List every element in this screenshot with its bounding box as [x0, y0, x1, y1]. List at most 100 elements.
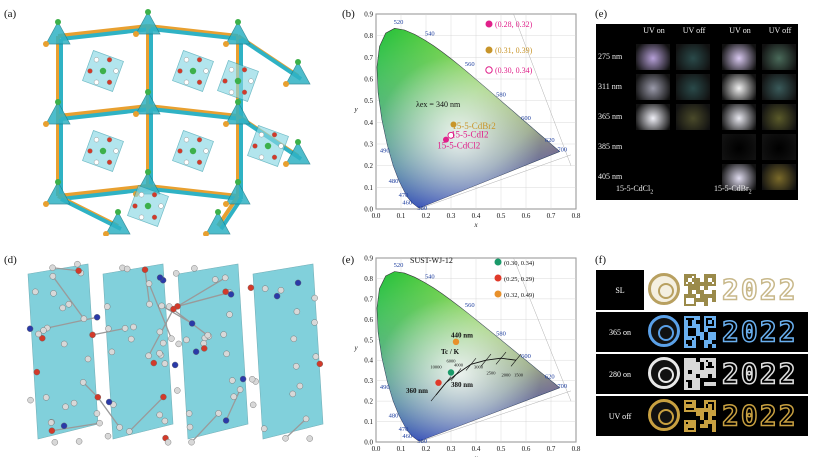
halide-atom [133, 31, 139, 37]
ligand-atom [138, 214, 145, 220]
halide-atom [283, 161, 289, 167]
atom [247, 284, 255, 291]
sample-photo [636, 74, 670, 100]
legend-marker [494, 274, 502, 282]
ligand-atom [248, 78, 254, 84]
ligand-atom [271, 132, 278, 138]
halide-atom [235, 19, 241, 25]
atom [27, 396, 34, 404]
y-tick-label: 0.8 [364, 275, 373, 283]
legend-label: (0.28, 0.32) [495, 20, 533, 29]
atom [80, 315, 88, 322]
molecule-bond [52, 267, 79, 272]
halide-atom [283, 81, 289, 87]
tetrahedron [135, 91, 161, 115]
panel-label-d: (d) [4, 254, 17, 266]
atom [174, 387, 181, 394]
atom [296, 382, 304, 390]
halide-atom [145, 89, 151, 95]
halide-atom [215, 209, 221, 215]
tetrahedron [225, 21, 251, 45]
atom [70, 399, 78, 407]
atom [105, 398, 113, 406]
y-tick-label: 0.6 [364, 316, 373, 324]
central-atom [99, 147, 107, 155]
atom [191, 265, 198, 272]
annotation-label: 360 nm [406, 387, 428, 395]
photo-grid-panel: UV on UV off UV on UV off 275 nm 311 nm 365 nm… [596, 24, 798, 200]
ligand-atom [183, 57, 190, 63]
central-atom [234, 77, 242, 85]
y-tick-label: 0.5 [364, 336, 373, 344]
purple-line [418, 154, 572, 210]
atom [94, 393, 102, 401]
ligand-atom [258, 154, 265, 160]
halide-atom [295, 139, 301, 145]
photo-col-header: UV off [768, 26, 792, 35]
tetrahedron [205, 211, 231, 235]
atom [156, 411, 163, 419]
halide-atom [55, 179, 61, 185]
wavelength-label: 520 [394, 262, 404, 269]
atom [74, 260, 81, 268]
molecule-bond [47, 316, 98, 329]
panel-label-f: (f) [595, 254, 606, 266]
data-point [435, 379, 442, 386]
atom [49, 264, 56, 271]
atom [249, 401, 257, 409]
atom [168, 335, 175, 342]
halide-atom [203, 231, 209, 236]
framework-bond [60, 27, 152, 41]
atom [171, 361, 179, 369]
ligand-atom [241, 89, 248, 95]
legend-label: (0.30, 0.34) [504, 260, 534, 267]
tetrahedron [285, 141, 311, 165]
atom [65, 301, 73, 308]
ligand-atom [158, 203, 164, 209]
atom [40, 327, 47, 334]
atom [192, 348, 200, 355]
x-axis-label: x [473, 221, 478, 229]
ligand-atom [241, 67, 248, 73]
atom [156, 274, 164, 281]
atom [59, 304, 66, 312]
qr-code-icon [684, 358, 716, 390]
isotherm-line [440, 376, 452, 390]
tetrahedron [225, 101, 251, 125]
data-point [447, 369, 455, 376]
year-digits: 2022 [721, 399, 798, 433]
central-atom [264, 142, 272, 150]
tetrahedron [135, 11, 161, 35]
atom [306, 435, 313, 442]
framework-bond [57, 24, 149, 38]
ligand-atom [87, 68, 93, 74]
halide-atom [145, 9, 151, 15]
prism-slab [252, 263, 324, 440]
atom [239, 375, 247, 383]
gold-emblem-icon [648, 273, 680, 305]
crystal-structure-a [43, 9, 311, 236]
y-tick-label: 0.4 [364, 119, 373, 127]
central-atom [189, 147, 197, 155]
wavelength-label: 700 [557, 147, 567, 154]
wavelength-label: 480 [389, 412, 399, 419]
atom [105, 325, 112, 332]
panel-label-b: (b) [342, 8, 355, 20]
atom [61, 340, 68, 348]
qr-code-icon [684, 400, 716, 432]
wavelength-label: 380 [417, 205, 427, 212]
atom [293, 308, 301, 315]
halide-atom [223, 121, 229, 127]
y-tick-label: 0.4 [364, 357, 373, 365]
atom [261, 285, 269, 292]
isotherm-line [510, 353, 522, 367]
ligand-atom [87, 148, 93, 154]
wavelength-label: 560 [465, 302, 475, 309]
atom [75, 267, 82, 274]
atom [173, 270, 180, 277]
framework-bond [239, 37, 303, 81]
y-tick-label: 0.6 [364, 76, 373, 84]
wavelength-label: 380 [417, 438, 427, 445]
atom [145, 352, 152, 359]
molecule-bond [177, 277, 226, 307]
